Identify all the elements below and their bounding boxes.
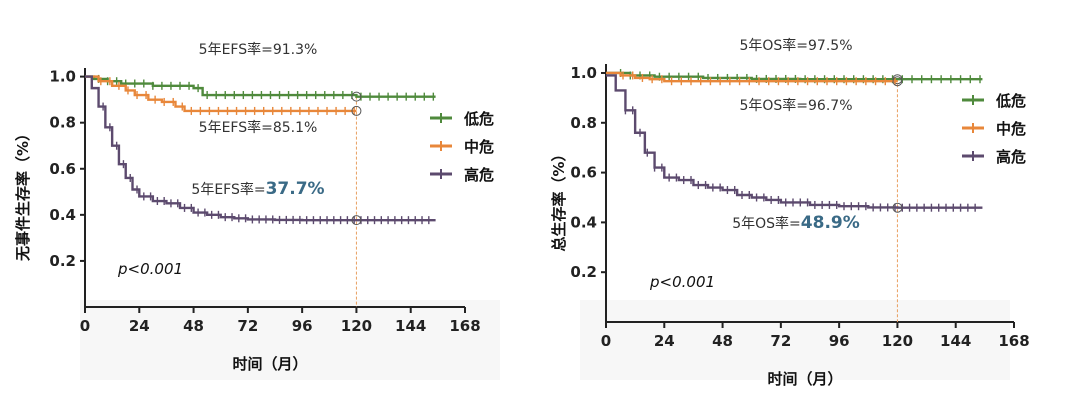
p-value: p<0.001 — [117, 260, 183, 278]
landmark-point — [892, 76, 903, 87]
x-tick-label: 0 — [601, 332, 611, 350]
annotation-value: 37.7% — [266, 179, 325, 199]
survival-annotation: 5年EFS率=85.1% — [199, 119, 318, 136]
x-tick-label: 144 — [940, 332, 971, 350]
efs-chart-panel: 0 24 48 72 96 120 144 168 0.2 0.4 0.6 0.8 1.0 时间（月） 无事… — [0, 0, 520, 405]
x-tick-label: 96 — [292, 317, 313, 335]
x-tick-label: 48 — [183, 317, 204, 335]
x-tick-label: 120 — [341, 317, 372, 335]
x-tick-label: 168 — [998, 332, 1029, 350]
x-tick-label: 48 — [712, 332, 733, 350]
legend-label: 中危 — [996, 120, 1026, 138]
x-tick-label: 168 — [449, 317, 480, 335]
landmark-point — [892, 202, 903, 213]
annotation-value: 48.9% — [801, 213, 860, 233]
x-axis-label: 时间（月） — [767, 370, 842, 388]
survival-annotation: 5年OS率=96.7% — [739, 97, 852, 114]
y-tick-label: 0.2 — [570, 263, 597, 281]
series-line — [606, 74, 983, 209]
x-tick-label: 120 — [882, 332, 913, 350]
legend-label: 高危 — [996, 148, 1026, 166]
y-tick-label: 0.4 — [570, 213, 597, 231]
x-tick-label: 72 — [237, 317, 258, 335]
legend-label: 中危 — [464, 138, 494, 156]
y-tick-label: 1.0 — [570, 64, 597, 82]
series-line — [85, 75, 357, 113]
legend-label: 高危 — [464, 166, 494, 184]
y-tick-label: 1.0 — [49, 68, 76, 86]
y-axis-label: 总生存率（%） — [550, 146, 568, 251]
x-tick-label: 144 — [395, 317, 426, 335]
y-tick-label: 0.4 — [49, 206, 76, 224]
y-tick-label: 0.8 — [570, 114, 597, 132]
os-chart-panel: 0 24 48 72 96 120 144 168 0.2 0.4 0.6 0.8 1.0 时间（月） 总生… — [540, 0, 1086, 405]
annotation-prefix: 5年EFS率= — [191, 181, 265, 198]
landmark-point — [351, 91, 362, 102]
survival-annotation-highlight: 5年EFS率=37.7% — [191, 179, 324, 199]
survival-annotation-highlight: 5年OS率=48.9% — [732, 213, 860, 233]
y-tick-label: 0.6 — [570, 164, 597, 182]
series-line — [85, 75, 436, 222]
efs-chart: 0 24 48 72 96 120 144 168 0.2 0.4 0.6 0.8 1.0 时间（月） 无事… — [14, 41, 494, 373]
y-tick-label: 0.6 — [49, 160, 76, 178]
landmark-point — [351, 105, 362, 116]
x-tick-label: 24 — [129, 317, 150, 335]
annotation-prefix: 5年OS率= — [732, 215, 801, 232]
survival-annotation: 5年EFS率=91.3% — [199, 41, 318, 58]
landmark-point — [351, 215, 362, 226]
x-axis-label: 时间（月） — [232, 355, 307, 373]
x-tick-label: 72 — [770, 332, 791, 350]
y-tick-label: 0.2 — [49, 252, 76, 270]
legend-label: 低危 — [995, 92, 1026, 110]
y-axis-label: 无事件生存率（%） — [14, 126, 32, 262]
p-value: p<0.001 — [649, 273, 715, 291]
os-chart: 0 24 48 72 96 120 144 168 0.2 0.4 0.6 0.8 1.0 时间（月） 总生… — [550, 37, 1030, 388]
x-tick-label: 24 — [654, 332, 675, 350]
x-tick-label: 96 — [829, 332, 850, 350]
series-line — [606, 71, 898, 83]
survival-annotation: 5年OS率=97.5% — [739, 37, 852, 54]
y-tick-label: 0.8 — [49, 114, 76, 132]
legend-label: 低危 — [463, 110, 494, 128]
x-tick-label: 0 — [80, 317, 90, 335]
